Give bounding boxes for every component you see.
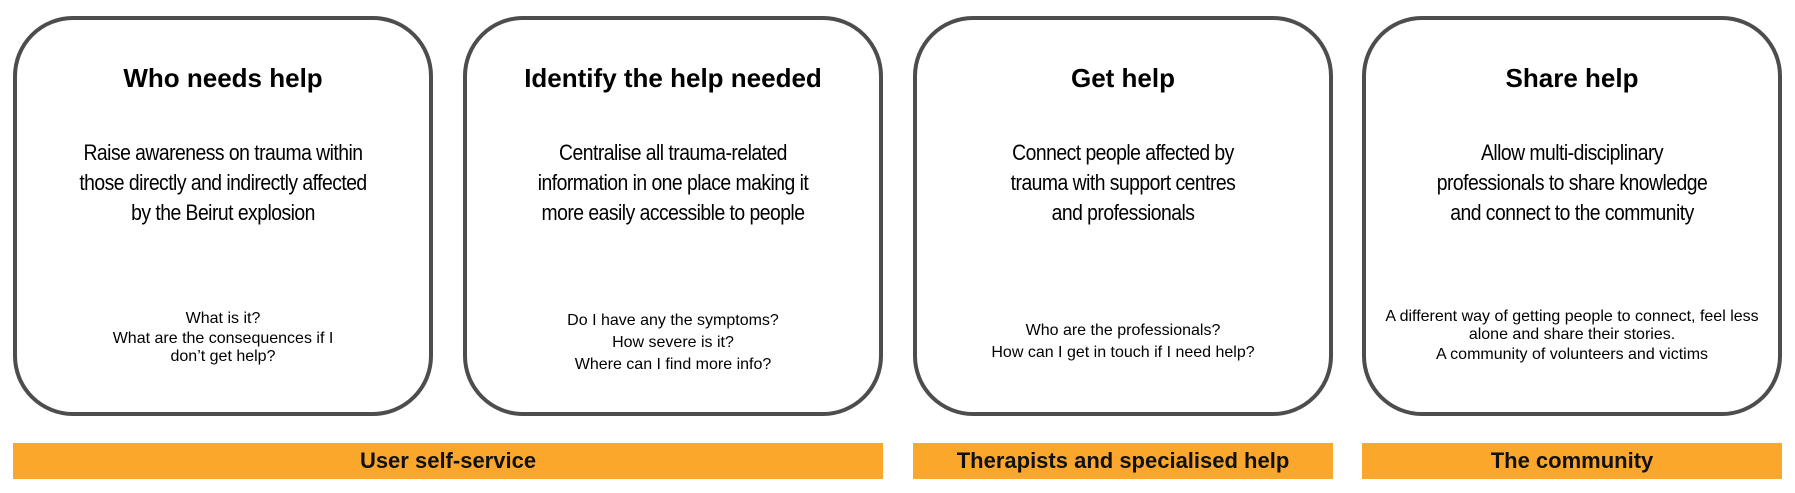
- question-text: How severe is it?: [612, 334, 734, 351]
- question-text: A community of volunteers and victims: [1435, 346, 1709, 363]
- question-text: Who are the professionals?: [1025, 322, 1221, 339]
- question-text: A different way of getting people to con…: [1385, 308, 1759, 343]
- card-title: Who needs help: [123, 63, 323, 93]
- card-questions: What is it? What are the consequences if…: [23, 308, 423, 366]
- card-questions: A different way of getting people to con…: [1372, 308, 1772, 366]
- card-questions: Do I have any the symptoms? How severe i…: [473, 310, 873, 376]
- card-share-help: Share help Allow multi-disciplinary prof…: [1362, 16, 1782, 416]
- question-text: Where can I find more info?: [574, 356, 772, 373]
- card-get-help: Get help Connect people affected by trau…: [913, 16, 1333, 416]
- band-user-self-service: User self-service: [13, 443, 883, 479]
- question-text: What is it?: [185, 310, 261, 327]
- card-description: Raise awareness on trauma within those d…: [79, 140, 367, 225]
- card-who-needs-help: Who needs help Raise awareness on trauma…: [13, 16, 433, 416]
- question-text: Do I have any the symptoms?: [567, 312, 779, 329]
- band-therapists-specialised-help: Therapists and specialised help: [913, 443, 1333, 479]
- card-title: Identify the help needed: [524, 63, 822, 93]
- card-title: Share help: [1505, 63, 1639, 93]
- card-description: Centralise all trauma-related informatio…: [537, 140, 809, 225]
- question-text: What are the consequences if I don’t get…: [112, 330, 334, 365]
- band-the-community: The community: [1362, 443, 1782, 479]
- card-title: Get help: [1070, 63, 1175, 93]
- question-text: How can I get in touch if I need help?: [991, 344, 1255, 361]
- card-description: Connect people affected by trauma with s…: [1010, 140, 1236, 225]
- card-questions: Who are the professionals? How can I get…: [923, 320, 1323, 364]
- card-identify-help-needed: Identify the help needed Centralise all …: [463, 16, 883, 416]
- card-description: Allow multi-disciplinary professionals t…: [1436, 140, 1708, 225]
